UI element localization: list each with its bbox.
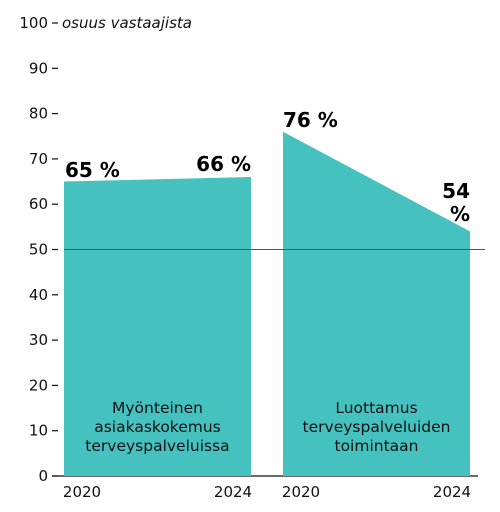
y-tick-label-20: 20: [29, 376, 48, 394]
y-tick-label-60: 60: [29, 195, 48, 213]
panel-label-line: Myönteinen: [112, 399, 203, 417]
value-label-1-2024: 66 %: [196, 152, 251, 176]
y-tick-label-50: 50: [29, 241, 48, 259]
y-tick-label-10: 10: [29, 422, 48, 440]
panel-label-line: terveyspalveluissa: [85, 437, 229, 455]
value-label-line: 66 %: [196, 152, 251, 176]
area-panel-2: [283, 131, 470, 476]
value-label-line: %: [450, 202, 470, 226]
y-tick-label-40: 40: [29, 286, 48, 304]
value-label-line: 76 %: [283, 108, 338, 132]
x-tick-label-2-2024: 2024: [433, 483, 471, 501]
value-label-line: 54: [442, 179, 470, 203]
y-tick-label-100: 100: [19, 14, 48, 32]
x-tick-label-1-2020: 2020: [63, 483, 101, 501]
panel-label-2: Luottamus terveyspalveluiden toimintaan: [303, 399, 451, 455]
value-label-1-2020: 65 %: [65, 158, 120, 182]
panel-label-line: asiakaskokemus: [94, 418, 221, 436]
panel-label-line: toimintaan: [335, 437, 419, 455]
value-label-2-2020: 76 %: [283, 108, 338, 132]
y-unit-label: osuus vastaajista: [62, 14, 192, 32]
value-label-line: 65 %: [65, 158, 120, 182]
area-panel-1: [64, 177, 251, 476]
value-label-2-2024: 54%: [442, 179, 470, 226]
y-tick-label-0: 0: [38, 467, 48, 485]
x-tick-label-2-2020: 2020: [282, 483, 320, 501]
panel-label-line: Luottamus: [335, 399, 417, 417]
panel-label-line: terveyspalveluiden: [303, 418, 451, 436]
y-tick-label-90: 90: [29, 59, 48, 77]
labels-group: 65 % 66 %Myönteinen asiakaskokemus terveysp…: [63, 108, 471, 501]
x-tick-label-1-2024: 2024: [214, 483, 252, 501]
y-tick-label-80: 80: [29, 105, 48, 123]
y-tick-label-30: 30: [29, 331, 48, 349]
chart-panels: [64, 131, 470, 476]
y-tick-label-70: 70: [29, 150, 48, 168]
panel-label-1: Myönteinen asiakaskokemus terveyspalveluis…: [85, 399, 229, 455]
